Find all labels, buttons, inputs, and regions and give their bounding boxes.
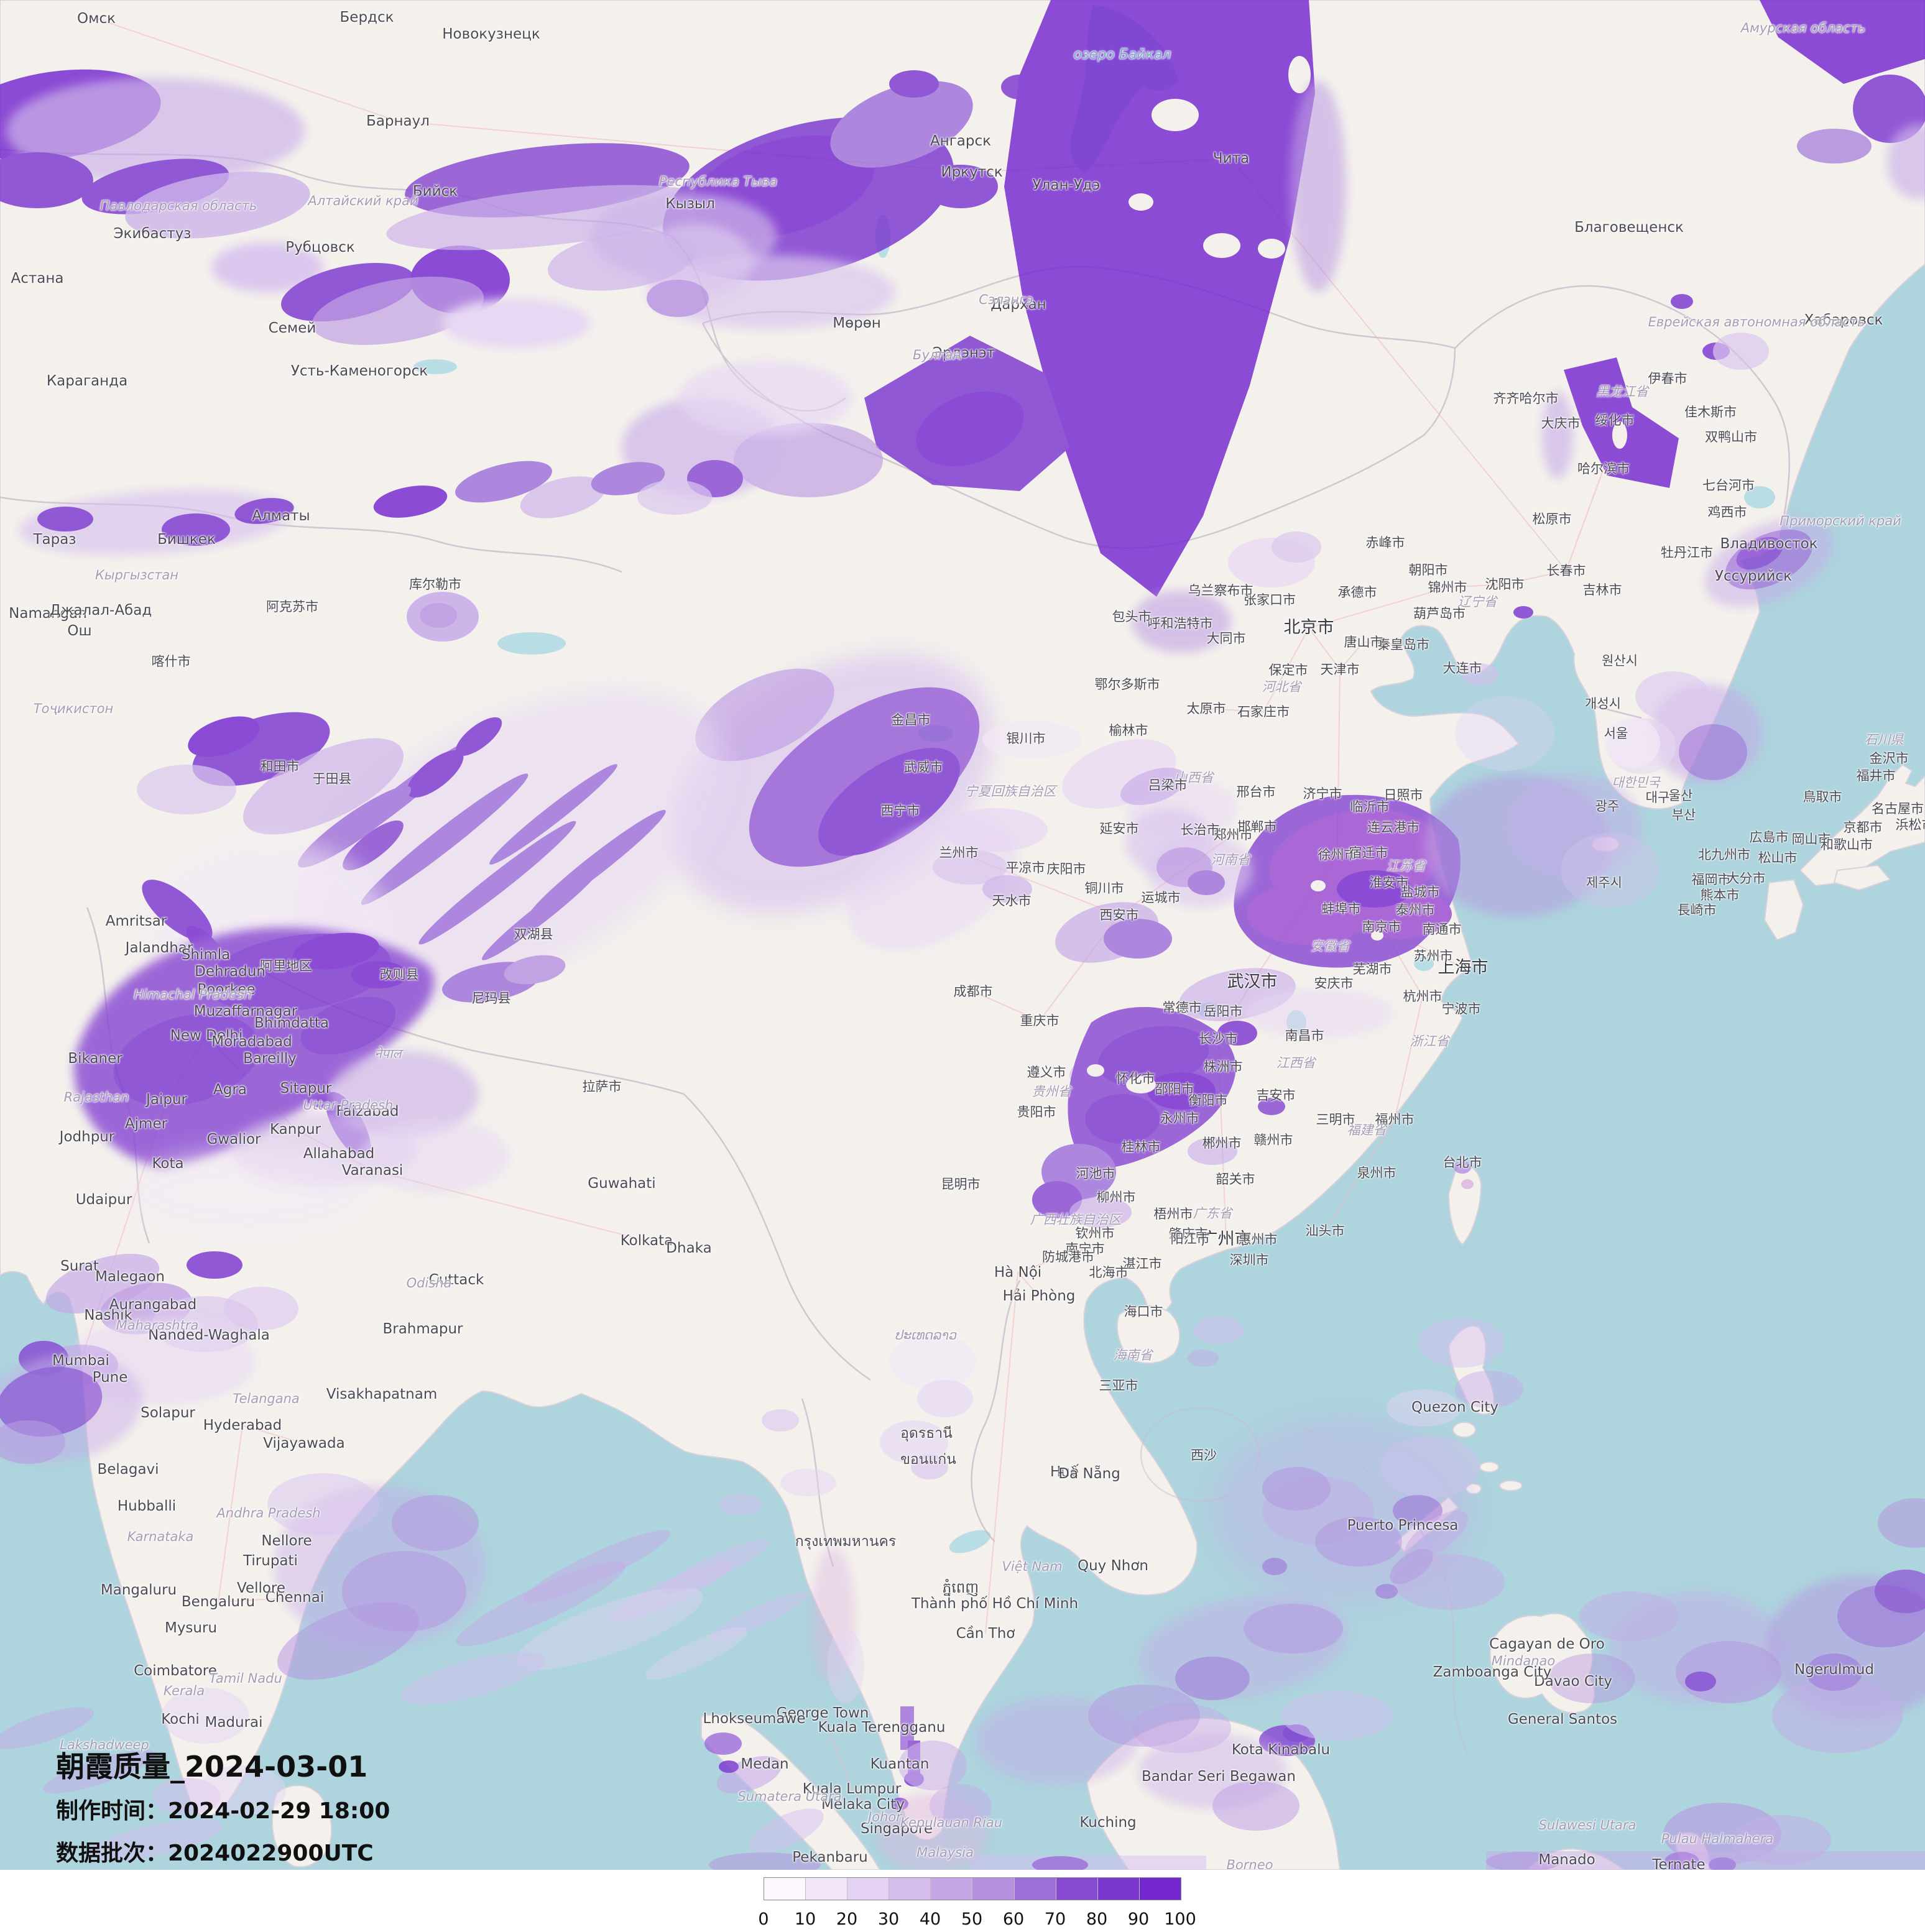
legend-tick-label: 30	[877, 1910, 900, 1929]
basemap-svg	[0, 0, 1925, 1870]
legend-color-cell	[931, 1878, 973, 1900]
color-scale-legend: 0 10 20 30 40 50 60 70 80 90 100	[758, 1877, 1196, 1929]
legend-tick-label: 80	[1086, 1910, 1108, 1929]
legend-color-cell	[972, 1878, 1015, 1900]
legend-color-cell	[889, 1878, 931, 1900]
legend-color-cell	[1056, 1878, 1098, 1900]
legend-tick-label: 20	[836, 1910, 858, 1929]
legend-tick-label: 0	[758, 1910, 769, 1929]
color-scale-bar	[764, 1877, 1181, 1900]
map-title: 朝霞质量_2024-03-01	[56, 1750, 368, 1783]
data-batch-line: 数据批次：2024022900UTC	[56, 1841, 374, 1866]
legend-tick-label: 40	[919, 1910, 941, 1929]
map-canvas: Омск Бердск Новокузнецк Барнаул Бийск Рубцовс…	[0, 0, 1925, 1870]
legend-color-cell	[764, 1878, 806, 1900]
legend-tick-label: 10	[794, 1910, 816, 1929]
legend-color-cell	[847, 1878, 890, 1900]
quality-overlay	[0, 0, 1925, 1870]
legend-tick-label: 70	[1044, 1910, 1066, 1929]
made-time-line: 制作时间：2024-02-29 18:00	[56, 1798, 390, 1824]
legend-color-cell	[1014, 1878, 1056, 1900]
legend-tick-label: 50	[961, 1910, 983, 1929]
legend-color-cell	[806, 1878, 848, 1900]
legend-tick-label: 60	[1002, 1910, 1025, 1929]
legend-color-cell	[1097, 1878, 1140, 1900]
legend-tick-label: 100	[1164, 1910, 1196, 1929]
legend-tick-label: 90	[1127, 1910, 1150, 1929]
legend-color-cell	[1139, 1878, 1181, 1900]
